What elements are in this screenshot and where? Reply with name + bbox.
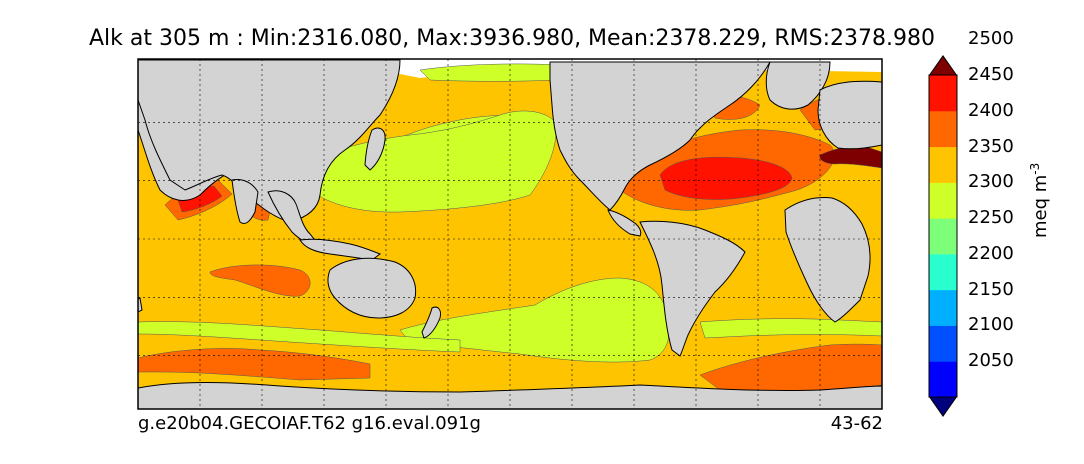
colorbar-tick-label: 2100 — [968, 314, 1014, 336]
contour-indian-ocean-band-2400 — [209, 264, 311, 297]
colorbar-tick-label: 2450 — [968, 64, 1014, 85]
map-area — [138, 59, 882, 409]
colorbar-band — [929, 75, 957, 112]
colorbar-extend-max-fill — [930, 57, 956, 75]
case-label: g.e20b04.GECOIAF.T62 g16.eval.091g — [138, 413, 481, 434]
colorbar-tick-label: 2300 — [968, 171, 1014, 193]
land-india — [231, 179, 259, 225]
land-japan — [364, 127, 386, 171]
land-greenland — [765, 61, 831, 110]
land-australia — [327, 257, 417, 319]
contour-southern-ocean-indian-2400 — [138, 348, 371, 381]
land-new-zealand — [421, 306, 441, 339]
colorbar-tick-label: 2350 — [968, 135, 1014, 157]
land-south-america — [639, 220, 746, 357]
land-north-america — [549, 61, 771, 211]
land-indonesia — [299, 238, 382, 261]
land-europe-africa-east — [784, 197, 871, 323]
colorbar-tick-label: 2250 — [968, 207, 1014, 229]
colorbar-band — [929, 361, 957, 398]
colorbar-band — [929, 325, 957, 362]
colorbar — [928, 55, 958, 417]
colorbar-band — [929, 146, 957, 183]
colorbar-band — [929, 253, 957, 291]
graticule — [138, 59, 882, 409]
colorbar-band — [929, 110, 957, 148]
colorbar-band — [929, 182, 957, 219]
colorbar-tick-label: 2050 — [968, 350, 1014, 372]
years-label: 43-62 — [830, 413, 883, 434]
contour-north-atlantic-2450 — [659, 156, 793, 200]
colorbar-tick-label: 2200 — [968, 242, 1014, 264]
colorbar-units-label: meq m-3 — [1028, 163, 1051, 238]
colorbar-tick-label: 2400 — [968, 99, 1014, 121]
land-central-america — [607, 209, 642, 237]
map-frame — [137, 58, 883, 410]
contour-circumpolar-band-east-2300 — [699, 318, 882, 339]
colorbar-band — [929, 289, 957, 326]
colorbar-extend-min-fill — [930, 397, 956, 415]
colorbar-tick-label: 2150 — [968, 278, 1014, 300]
colorbar-band — [929, 218, 957, 255]
units-text: meq m — [1030, 174, 1051, 238]
colorbar-tick-label: 2500 — [968, 28, 1014, 50]
colorbar-frame — [928, 74, 958, 398]
chart-title: Alk at 305 m : Min:2316.080, Max:3936.98… — [88, 26, 935, 51]
units-exponent: -3 — [1028, 162, 1042, 175]
land-europe-north — [817, 80, 882, 150]
